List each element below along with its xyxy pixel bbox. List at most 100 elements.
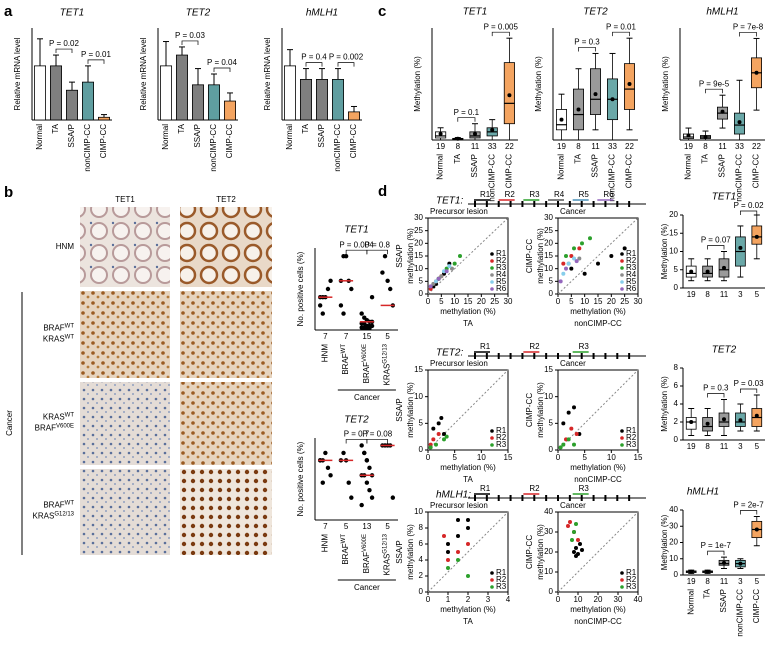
dot <box>349 286 354 292</box>
point <box>574 554 578 558</box>
x-tick-label: SSA/P <box>591 154 600 178</box>
x-tick-label-base: BRAF <box>341 353 350 374</box>
mean <box>689 569 694 574</box>
p-value: P = 0.03 <box>175 31 205 40</box>
row-label-base: HNM <box>56 242 75 251</box>
p-value: P = 0.7 <box>344 430 370 439</box>
n-label: 7 <box>323 522 328 531</box>
point <box>456 550 460 554</box>
point <box>566 261 571 266</box>
x-tick-label-base: HNM <box>320 534 329 553</box>
box <box>503 62 515 125</box>
y-axis-label: methylation (%) <box>406 524 415 580</box>
exon <box>568 353 571 359</box>
x-tick-label: KRASG12/13 <box>382 343 392 385</box>
x-tick-label: HNM <box>320 344 329 363</box>
column-header: TET1 <box>115 195 135 204</box>
legend-label: R3 <box>626 582 637 591</box>
x-tick-label: TA <box>301 123 310 133</box>
legend-label: R1 <box>626 426 637 435</box>
point <box>436 432 441 436</box>
bracket <box>305 62 323 67</box>
mean <box>559 117 564 122</box>
x-tick-label: 30 <box>614 595 623 604</box>
exon <box>557 353 559 359</box>
y-tick-label: 8 <box>674 363 679 372</box>
exon <box>628 201 631 207</box>
x-tick-label: 0 <box>556 595 561 604</box>
exon <box>616 495 619 501</box>
n-label: 33 <box>488 142 497 151</box>
x-axis-label: methylation (%) <box>440 307 496 316</box>
bracket <box>707 245 725 250</box>
region-label: R3 <box>529 190 540 199</box>
chart-title: TET2 <box>583 7 608 18</box>
region-label: R1 <box>480 190 491 199</box>
bracket <box>707 550 725 556</box>
legend-marker <box>620 280 624 284</box>
legend-marker <box>620 266 624 270</box>
n-label: 3 <box>738 290 743 299</box>
p-value: P = 0.005 <box>484 22 519 31</box>
n-label: 11 <box>720 577 729 586</box>
exon <box>604 201 607 207</box>
legend-label: R2 <box>496 256 507 265</box>
y-axis-label: Methylation (%) <box>660 514 669 570</box>
legend-label: R4 <box>496 270 507 279</box>
x-tick-label: CIMP-CC <box>225 124 234 158</box>
y-tick-label: 2 <box>674 417 679 426</box>
bar <box>331 79 344 121</box>
dot <box>388 286 393 292</box>
bar <box>299 79 312 121</box>
mean <box>754 527 759 532</box>
point <box>446 542 450 546</box>
x-tick-label-sup: WT <box>341 534 347 544</box>
point <box>572 442 576 447</box>
legend-marker <box>620 259 624 263</box>
y-group-label: SSA/P <box>395 244 404 268</box>
ihc-image <box>80 469 170 555</box>
dot <box>390 495 396 500</box>
exon <box>616 353 619 359</box>
point <box>596 261 600 266</box>
mean <box>722 265 726 270</box>
legend-marker <box>490 259 494 263</box>
y-axis-label: No. positive cells (%) <box>296 251 305 326</box>
exon <box>568 495 571 501</box>
chart-title: Precursor lesion <box>430 207 488 216</box>
x-tick-label: 10 <box>477 453 486 462</box>
y-tick-label: 40 <box>544 507 553 516</box>
point <box>564 266 568 271</box>
bracket <box>491 31 510 37</box>
y-axis-label: Methylation (%) <box>534 56 543 112</box>
legend-marker <box>490 287 494 291</box>
bracket <box>366 439 388 444</box>
exon <box>557 201 559 207</box>
x-tick-label: Normal <box>686 589 695 615</box>
x-tick-label: 3 <box>486 595 491 604</box>
point <box>431 437 436 442</box>
x-tick-label: 10 <box>450 297 459 306</box>
row-label-sup: WT <box>65 412 75 418</box>
y-tick-label: 20 <box>544 547 553 556</box>
y-axis-label: Relative mRNA level <box>13 37 22 110</box>
x-tick-label: Normal <box>35 124 44 150</box>
p-value: P = 0.02 <box>734 201 764 210</box>
mean <box>455 136 460 141</box>
dot <box>341 311 346 316</box>
x-group-label: nonCIMP-CC <box>574 475 622 484</box>
x-axis-label: methylation (%) <box>570 307 626 316</box>
y-tick-label: 10 <box>544 264 553 273</box>
legend-marker <box>490 266 494 270</box>
x-tick-label: 4 <box>506 595 511 604</box>
y-group-label: SSA/P <box>395 540 404 564</box>
dot <box>367 487 372 493</box>
dot <box>367 326 372 331</box>
x-tick-label: 10 <box>580 297 589 306</box>
row-label: HNM <box>56 242 75 251</box>
legend-label: R2 <box>626 575 637 584</box>
x-tick-label: 10 <box>607 453 616 462</box>
point <box>456 558 460 562</box>
point <box>444 269 449 274</box>
row-label: KRASG12/13 <box>33 511 75 521</box>
